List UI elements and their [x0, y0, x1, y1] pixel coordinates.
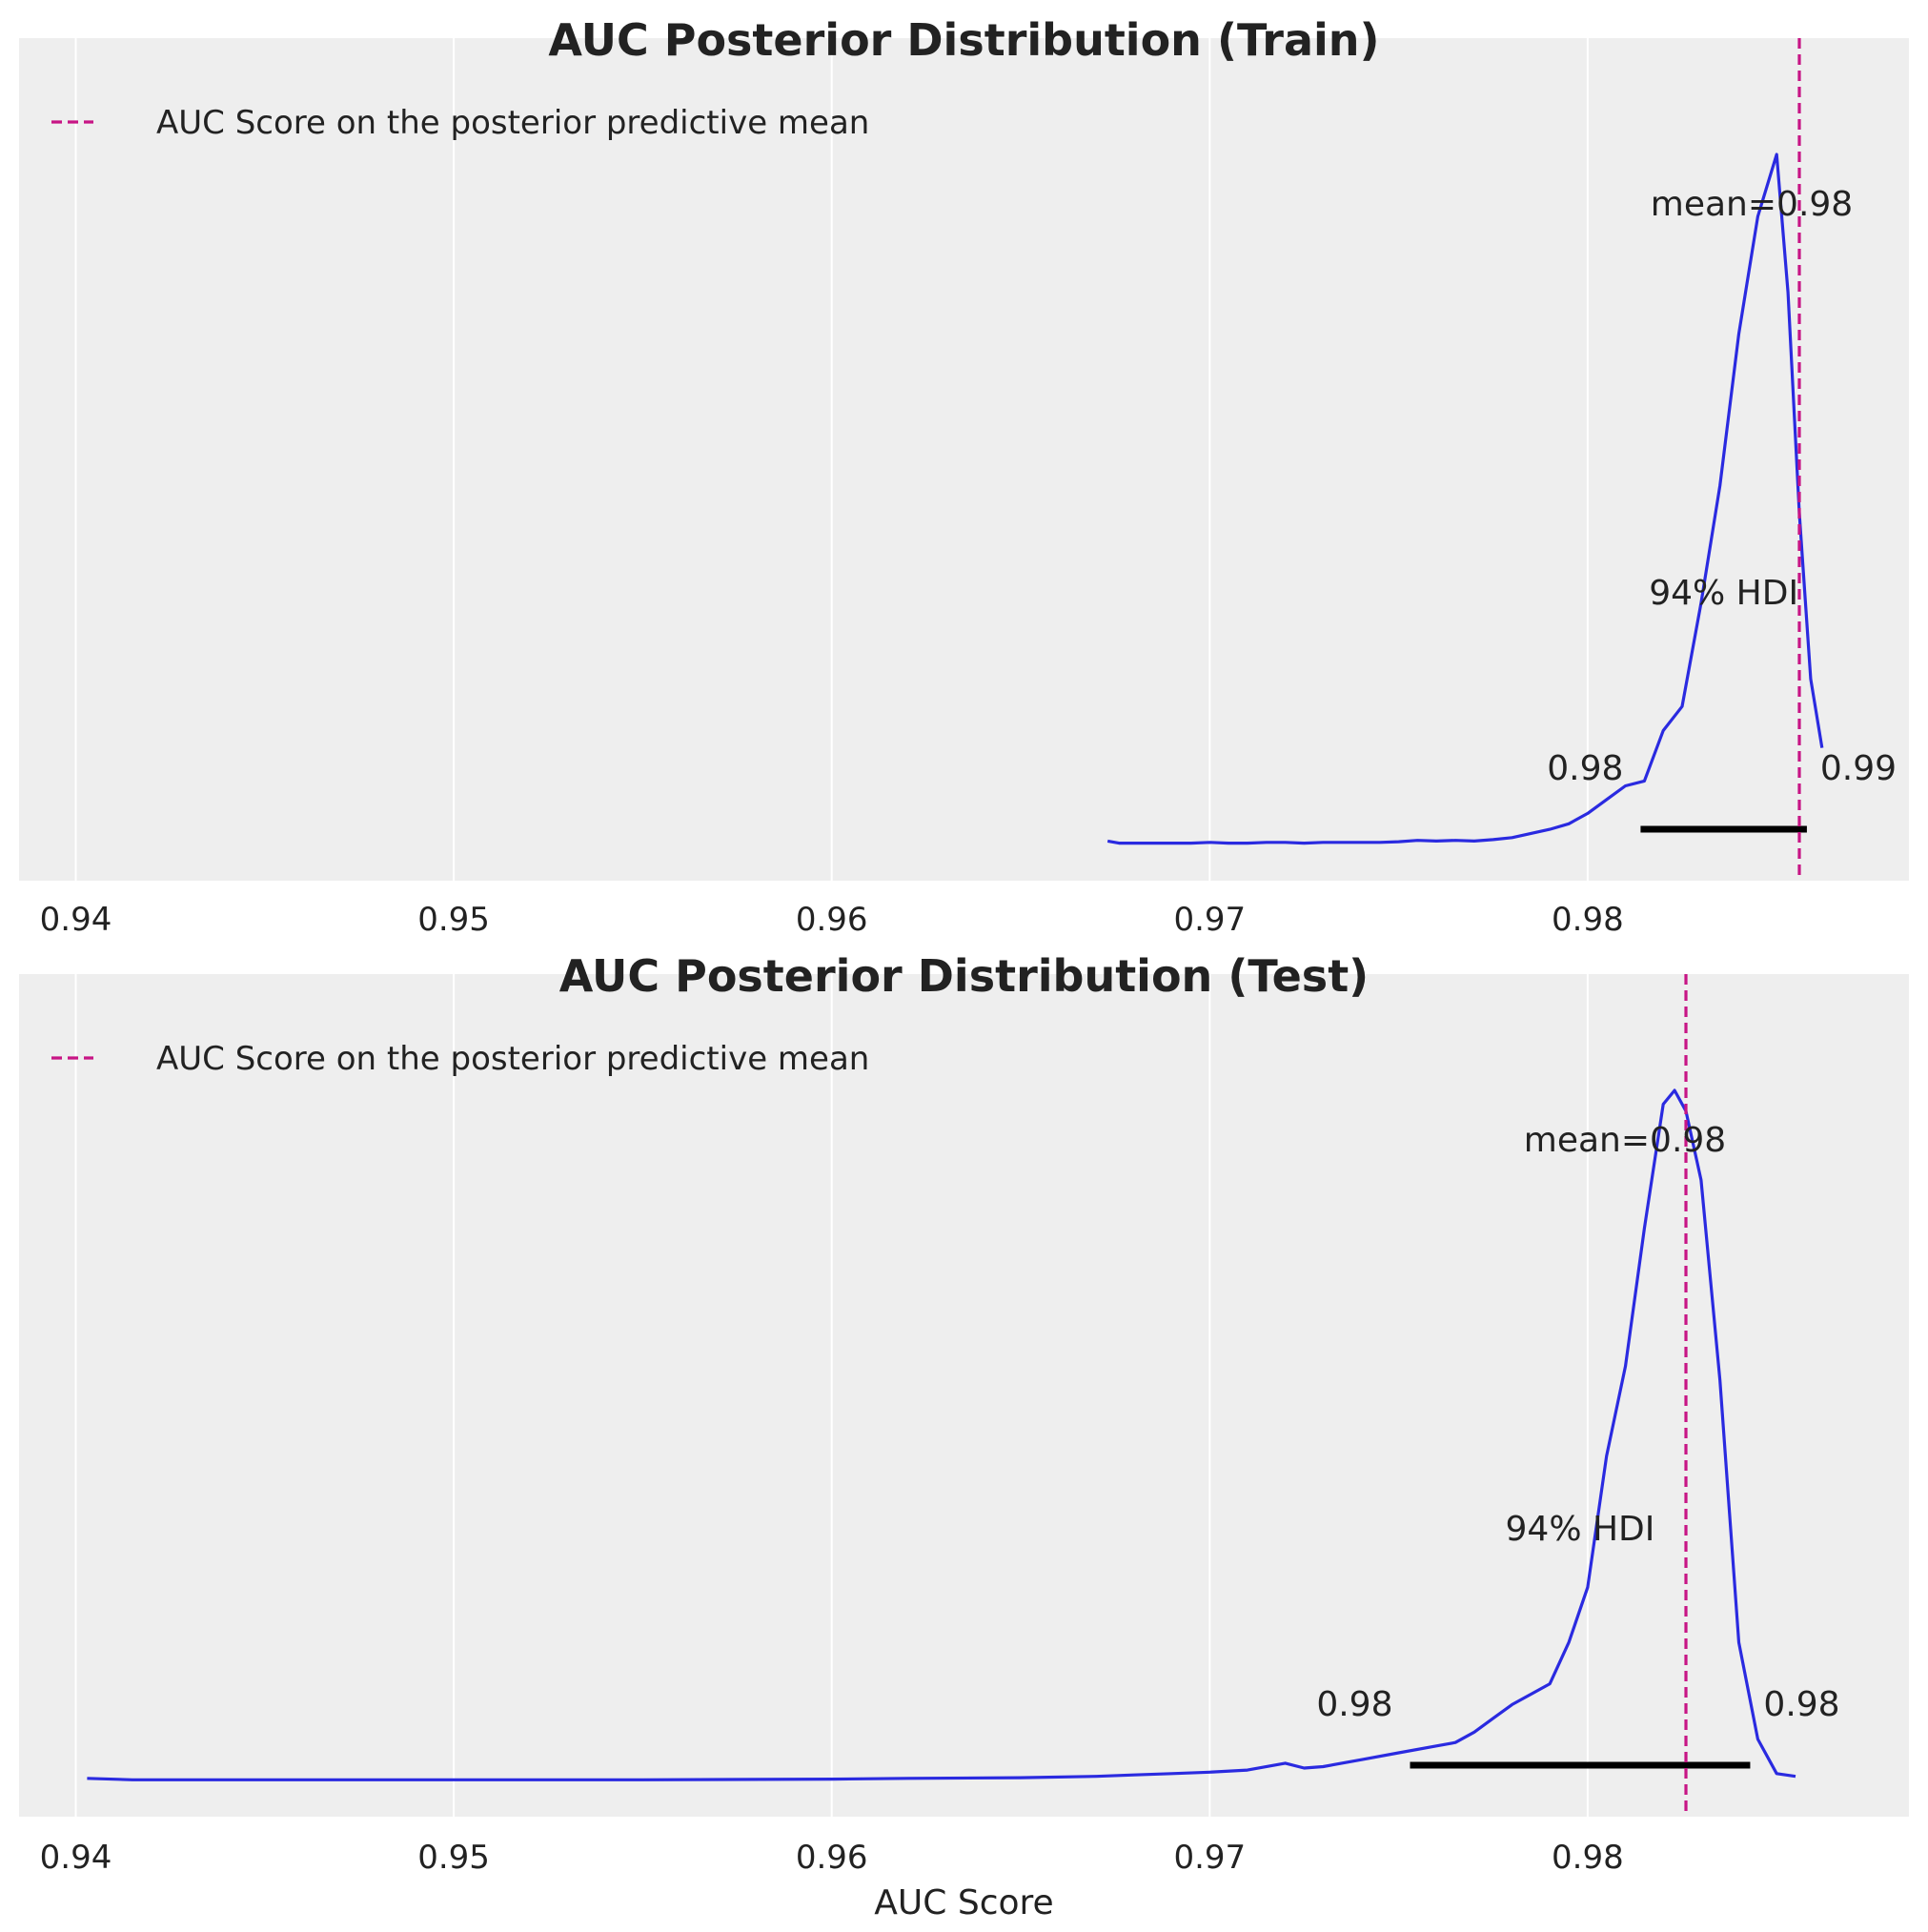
x-tick-label: 0.98 [1552, 901, 1624, 939]
x-axis-label: AUC Score [874, 1883, 1053, 1922]
legend-label: AUC Score on the posterior predictive me… [156, 104, 869, 142]
hdi-low-label: 0.98 [1547, 749, 1623, 788]
plot-background [19, 974, 1909, 1817]
panel-title: AUC Posterior Distribution (Test) [559, 950, 1369, 1002]
plot-background [19, 38, 1909, 881]
x-tick-label: 0.95 [417, 901, 490, 939]
hdi-high-label: 0.99 [1820, 749, 1897, 788]
x-tick-label: 0.97 [1173, 901, 1246, 939]
x-tick-label: 0.96 [796, 1839, 868, 1877]
x-tick-label: 0.94 [40, 901, 112, 939]
panel-title: AUC Posterior Distribution (Train) [548, 14, 1379, 66]
hdi-low-label: 0.98 [1316, 1685, 1392, 1724]
density-curve [87, 1088, 1796, 1781]
x-tick-label: 0.95 [417, 1839, 490, 1877]
x-tick-label: 0.98 [1552, 1839, 1624, 1877]
x-tick-label: 0.97 [1173, 1839, 1246, 1877]
density-curve [1106, 153, 1824, 845]
x-tick-label: 0.94 [40, 1839, 112, 1877]
hdi-label: 94% HDI [1649, 574, 1798, 613]
mean-label: mean=0.98 [1524, 1121, 1726, 1160]
legend-label: AUC Score on the posterior predictive me… [156, 1040, 869, 1078]
hdi-high-label: 0.98 [1763, 1685, 1839, 1724]
hdi-label: 94% HDI [1506, 1510, 1655, 1549]
mean-label: mean=0.98 [1651, 185, 1853, 224]
x-tick-label: 0.96 [796, 901, 868, 939]
